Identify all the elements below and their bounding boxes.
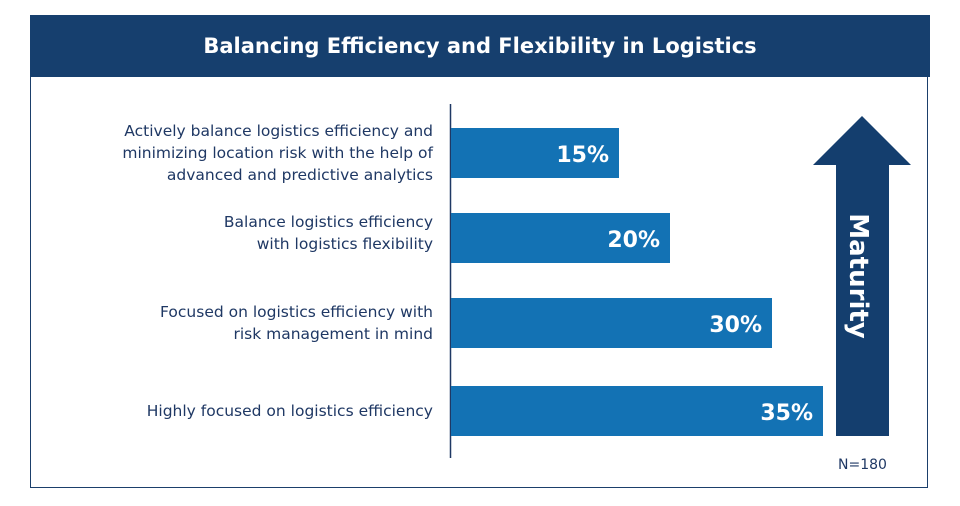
bar: [451, 213, 670, 263]
sample-size-note: N=180: [838, 457, 887, 473]
chart-title: Balancing Efficiency and Flexibility in …: [30, 15, 930, 77]
bar: [451, 386, 823, 436]
category-label: Actively balance logistics efficiency an…: [122, 122, 433, 184]
bar: [451, 298, 772, 348]
data-label: 30%: [709, 313, 762, 338]
bar: [451, 128, 619, 178]
data-label: 15%: [556, 143, 609, 168]
data-label: 20%: [607, 228, 660, 253]
maturity-arrow-icon: [813, 116, 911, 436]
category-label: Balance logistics efficiency with logist…: [223, 213, 433, 253]
category-label: Focused on logistics efficiency with ris…: [160, 303, 433, 343]
data-label: 35%: [760, 401, 813, 426]
maturity-label: Maturity: [843, 213, 873, 339]
category-label: Highly focused on logistics efficiency: [146, 402, 433, 420]
